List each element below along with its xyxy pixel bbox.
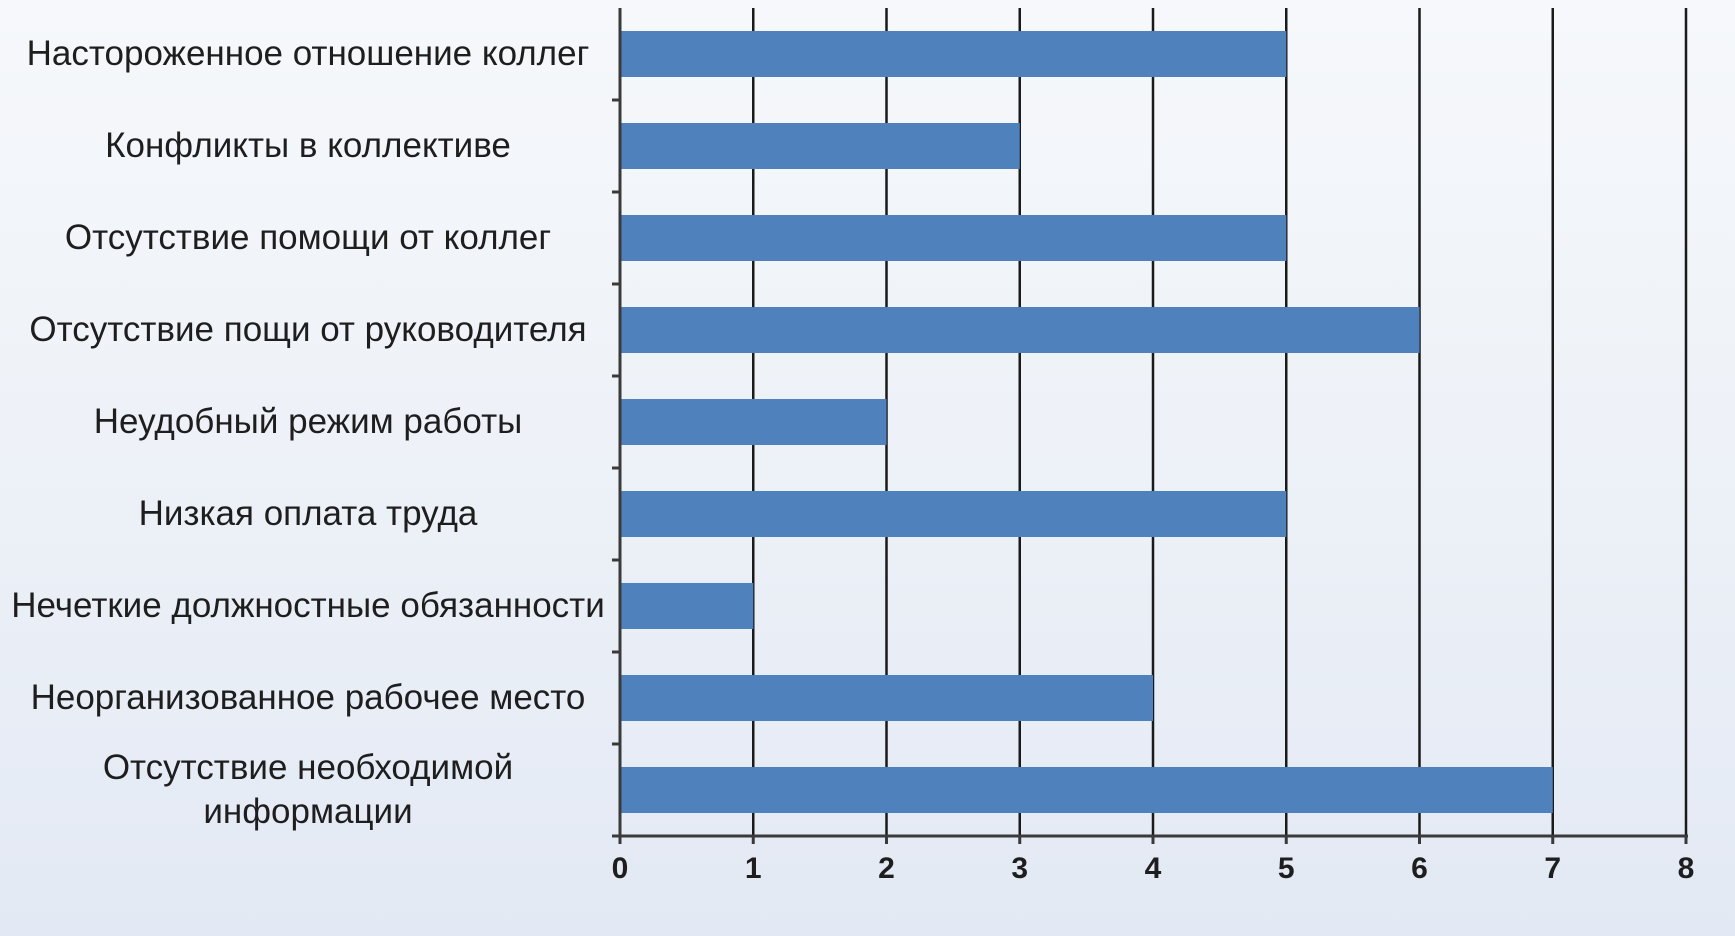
x-tick-label-0: 0	[612, 852, 629, 885]
x-tick-label-6: 6	[1411, 852, 1428, 885]
category-label-3: Отсутствие помощи от коллег	[64, 218, 552, 257]
bar-7	[620, 583, 754, 629]
bar-4	[620, 307, 1420, 353]
x-tick-label-3: 3	[1011, 852, 1028, 885]
category-label-5: Неудобный режим работы	[93, 402, 523, 441]
category-label-9: Отсутствие необходимой информации	[102, 748, 514, 831]
category-label-7: Нечеткие должностные обязанности	[11, 586, 605, 625]
bar-2	[620, 123, 1020, 169]
x-tick-label-1: 1	[745, 852, 762, 885]
category-label-6: Низкая оплата труда	[138, 494, 478, 533]
x-tick-label-2: 2	[878, 852, 895, 885]
category-label-4: Отсутствие пощи от руководителя	[29, 310, 587, 349]
bar-8	[620, 675, 1153, 721]
bar-9	[620, 767, 1553, 813]
x-tick-label-4: 4	[1145, 852, 1162, 885]
category-label-8: Неорганизованное рабочее место	[30, 678, 586, 717]
bar-5	[620, 399, 887, 445]
category-label-2: Конфликты в коллективе	[105, 126, 511, 165]
category-label-1: Настороженное отношение коллег	[26, 34, 590, 73]
bar-3	[620, 215, 1287, 261]
bar-6	[620, 491, 1287, 537]
bar-1	[620, 31, 1287, 77]
x-tick-label-5: 5	[1278, 852, 1295, 885]
x-tick-label-8: 8	[1678, 852, 1695, 885]
x-tick-label-7: 7	[1544, 852, 1561, 885]
